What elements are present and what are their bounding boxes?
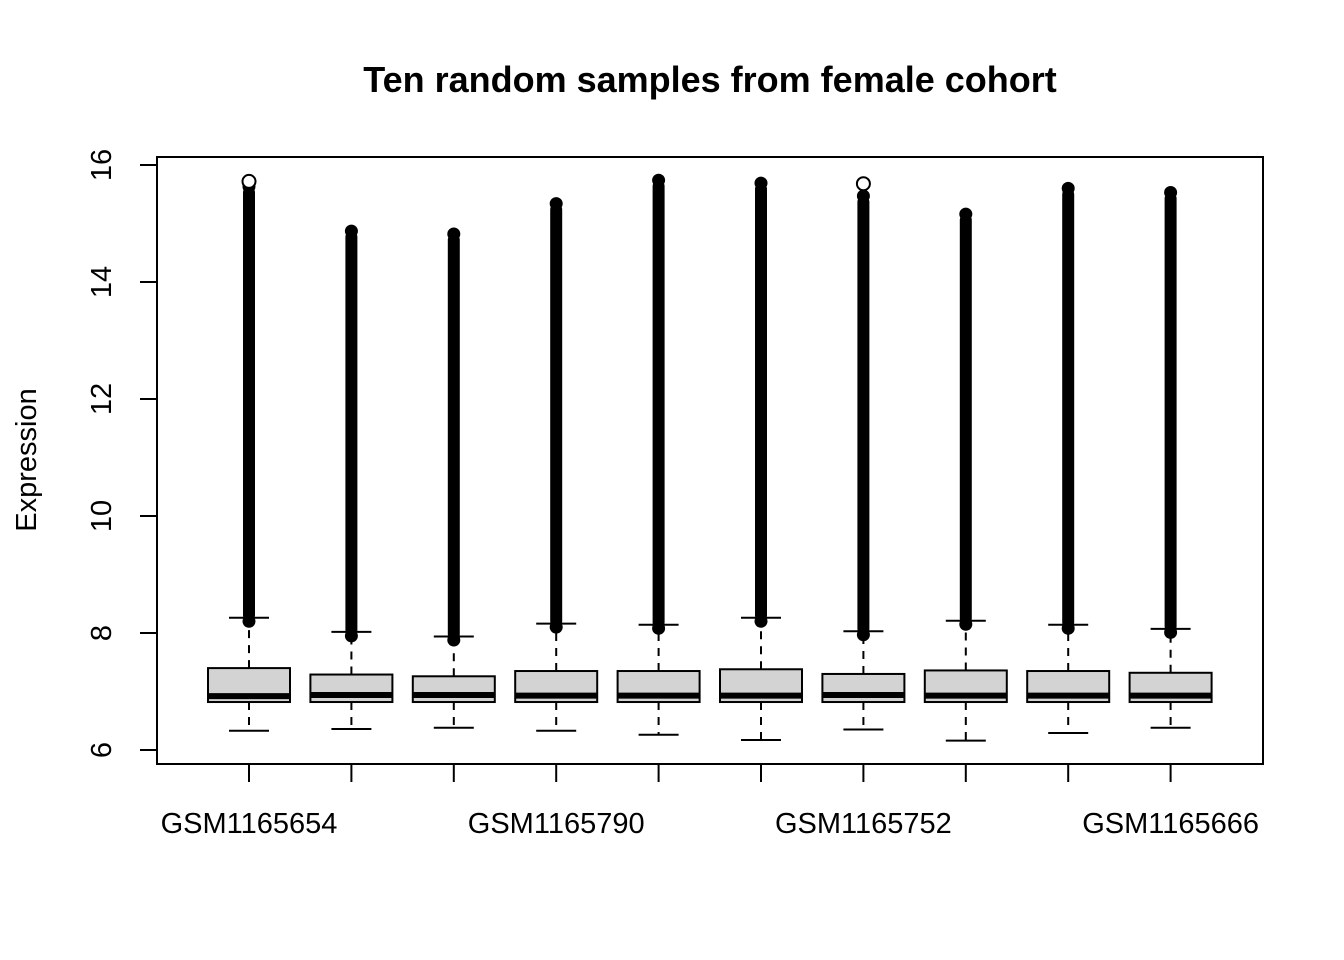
outlier-point [1061, 621, 1075, 635]
box-3 [411, 227, 496, 729]
outlier-point [856, 628, 870, 642]
box-6 [719, 176, 803, 742]
outlier-point [447, 227, 461, 241]
box-2 [309, 224, 394, 730]
x-tick-label: GSM1165666 [1082, 808, 1259, 840]
x-axis: GSM1165654 GSM1165790 GSM1165752 GSM1165666 [161, 764, 1259, 840]
outlier-column [243, 186, 255, 622]
outlier-point [1164, 185, 1178, 199]
outlier-point [1061, 181, 1075, 195]
box-5 [616, 173, 701, 736]
x-tick-label: GSM1165752 [775, 808, 952, 840]
y-axis: 6 8 10 12 14 16 [86, 149, 158, 758]
box-4 [514, 197, 599, 732]
outlier-column [857, 196, 870, 635]
outlier-point [959, 617, 973, 631]
outlier-point [856, 189, 870, 203]
outlier-column [550, 203, 563, 628]
outlier-point [652, 173, 666, 187]
outlier-point [242, 614, 256, 628]
outlier-point [447, 633, 461, 647]
outlier-column [447, 234, 460, 641]
y-axis-label: Expression [11, 388, 43, 531]
box-10 [1128, 185, 1213, 729]
box-9 [1026, 181, 1111, 735]
outlier-column [652, 180, 665, 629]
outlier-column [959, 214, 972, 625]
y-tick-label: 14 [86, 266, 118, 298]
y-tick-label: 6 [86, 742, 118, 758]
outlier-point [652, 621, 666, 635]
y-tick-label: 16 [86, 149, 118, 181]
outlier-point [754, 176, 768, 190]
x-tick-label: GSM1165654 [161, 808, 338, 840]
box-8 [923, 207, 1008, 742]
outlier-point [959, 207, 973, 221]
outlier-point [1164, 625, 1178, 639]
outlier-column [1062, 188, 1075, 629]
outlier-point [855, 176, 871, 192]
outlier-column [755, 183, 767, 622]
box-1 [207, 173, 291, 732]
outlier-point [549, 620, 563, 634]
box-body [411, 675, 496, 704]
outlier-point [549, 197, 563, 211]
y-tick-label: 8 [86, 625, 118, 641]
outlier-point [241, 173, 257, 189]
x-tick-label: GSM1165790 [468, 808, 645, 840]
y-tick-label: 10 [86, 500, 118, 532]
outlier-point [344, 629, 358, 643]
boxes-group [207, 173, 1213, 742]
chart-title: Ten random samples from female cohort [363, 59, 1057, 100]
y-tick-label: 12 [86, 383, 118, 415]
outlier-column [1164, 192, 1177, 633]
outlier-column [345, 231, 358, 636]
outlier-point [754, 614, 768, 628]
outlier-point [344, 224, 358, 238]
box-7 [821, 176, 906, 731]
